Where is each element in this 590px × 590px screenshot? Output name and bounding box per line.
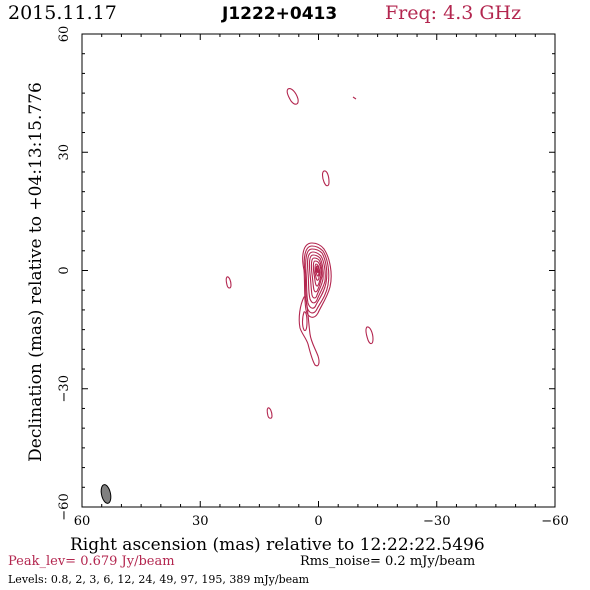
contour-levels: Levels: 0.8, 2, 3, 6, 12, 24, 49, 97, 19… [8, 573, 310, 586]
peak-level: Peak_lev= 0.679 Jy/beam [8, 554, 175, 569]
jet-extension [298, 296, 320, 367]
observing-frequency: Freq: 4.3 GHz [385, 2, 522, 24]
jet-contour-inner [301, 311, 308, 332]
core-contour-2 [303, 245, 330, 314]
x-tick-label: 60 [74, 514, 91, 529]
blob-west [225, 276, 232, 289]
y-axis-label: Declination (mas) relative to +04:13:15.… [26, 82, 46, 462]
y-tick-label: 30 [57, 144, 72, 161]
core-contour-4 [306, 251, 326, 304]
jet-contour-outer [298, 296, 320, 367]
x-tick-label: 0 [314, 514, 322, 529]
y-tick-label: −60 [57, 493, 72, 520]
beam-ellipse [100, 484, 112, 504]
core-component [302, 242, 332, 318]
y-tick-label: 60 [57, 26, 72, 43]
blob-north-2 [352, 96, 357, 100]
blob-north-1 [286, 88, 299, 105]
core-contour-6 [310, 257, 323, 293]
y-tick-label: −30 [57, 375, 72, 402]
x-tick-label: −60 [541, 514, 568, 529]
x-axis-label: Right ascension (mas) relative to 12:22:… [70, 535, 485, 555]
core-contour-9 [315, 265, 320, 277]
core-contour-5 [308, 254, 324, 299]
core-contour-8 [314, 263, 321, 281]
blob-east [365, 326, 374, 345]
contour-map [225, 88, 374, 419]
core-contour-10 [316, 266, 319, 274]
y-tick-label: 0 [57, 266, 72, 274]
observation-date: 2015.11.17 [8, 2, 117, 24]
core-contour-7 [312, 260, 322, 287]
x-tick-label: 30 [192, 514, 209, 529]
x-tick-label: −30 [423, 514, 450, 529]
rms-noise: Rms_noise= 0.2 mJy/beam [300, 554, 476, 569]
core-contour-1 [302, 242, 332, 318]
source-name: J1222+0413 [222, 4, 338, 24]
blob-south [266, 407, 273, 419]
core-contour-3 [305, 248, 328, 309]
axis-ticks [81, 33, 556, 508]
blob-upper [321, 170, 330, 187]
